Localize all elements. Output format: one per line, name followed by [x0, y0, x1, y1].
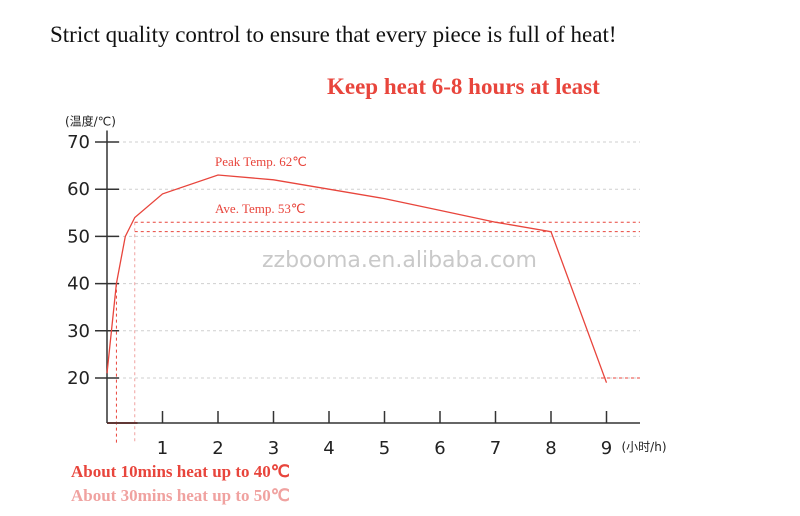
- note-heat-50: About 30mins heat up to 50℃: [71, 486, 290, 505]
- y-tick-label-40: 40: [67, 274, 90, 295]
- axes: [95, 130, 640, 424]
- y-tick-label-70: 70: [67, 132, 90, 153]
- peak-temp-label: Peak Temp. 62℃: [215, 154, 307, 169]
- labels: 20 30 40 50 60 70 1 2 3 4 5 6 7 8 9 (温度/℃) (小时/h) Peak Te…: [65, 113, 667, 459]
- y-tick-label-50: 50: [67, 226, 90, 247]
- headline: Strict quality control to ensure that ev…: [50, 22, 617, 47]
- ave-temp-label: Ave. Temp. 53℃: [215, 201, 305, 216]
- y-tick-label-60: 60: [67, 179, 90, 200]
- chart-title: Keep heat 6-8 hours at least: [327, 74, 600, 99]
- watermark: zzbooma.en.alibaba.com: [262, 248, 537, 273]
- x-tick-label-1: 1: [157, 438, 168, 459]
- x-tick-label-8: 8: [545, 438, 556, 459]
- series: [106, 174, 608, 383]
- y-axis-label: (温度/℃): [65, 113, 116, 128]
- x-tick-label-2: 2: [212, 438, 223, 459]
- x-tick-label-4: 4: [323, 438, 334, 459]
- note-heat-40: About 10mins heat up to 40℃: [71, 462, 290, 481]
- series-line-0: [106, 174, 608, 383]
- x-tick-label-9: 9: [601, 438, 612, 459]
- y-tick-label-20: 20: [67, 368, 90, 389]
- x-tick-label-5: 5: [379, 438, 390, 459]
- x-tick-label-7: 7: [490, 438, 501, 459]
- x-tick-label-6: 6: [434, 438, 445, 459]
- y-tick-label-30: 30: [67, 321, 90, 342]
- x-tick-label-3: 3: [268, 438, 279, 459]
- x-axis-label: (小时/h): [622, 440, 667, 454]
